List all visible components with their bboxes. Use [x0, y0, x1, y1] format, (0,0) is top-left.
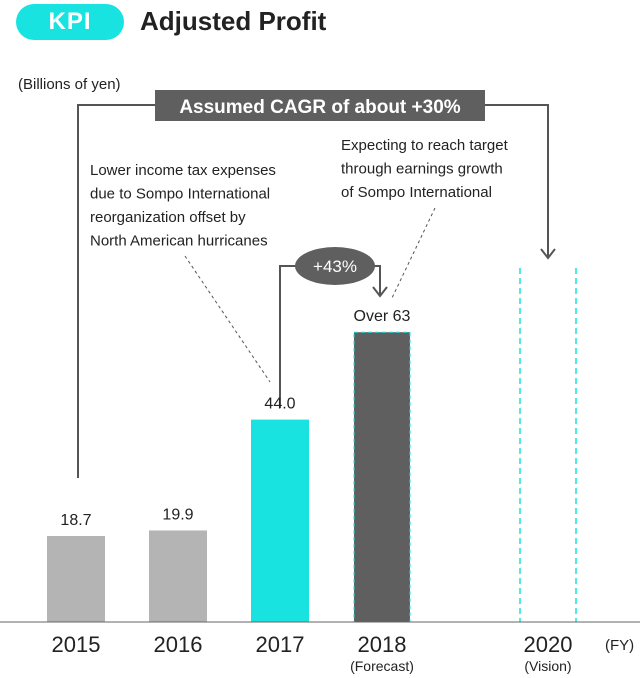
note-2018-leader	[391, 207, 436, 299]
note-2017-leader	[184, 255, 271, 383]
note-2017-line-1: Lower income tax expenses	[90, 162, 276, 179]
x-axis-unit: (FY)	[605, 637, 634, 654]
note-2018-line-1: Expecting to reach target	[341, 137, 509, 154]
value-label-2017: 44.0	[264, 396, 295, 413]
x-tick-2015: 2015	[52, 632, 101, 657]
bar-2018	[353, 331, 411, 623]
bar-2017	[251, 419, 309, 622]
bar-2016	[149, 530, 207, 622]
x-tick-2017: 2017	[256, 632, 305, 657]
value-label-2018: Over 63	[354, 308, 411, 325]
x-tick-2016: 2016	[154, 632, 203, 657]
note-2017-line-4: North American hurricanes	[90, 233, 268, 250]
chart-title: Adjusted Profit	[140, 6, 327, 36]
cagr-callout-text: Assumed CAGR of about +30%	[179, 97, 460, 118]
note-2018-line-2: through earnings growth	[341, 161, 503, 178]
note-2017: Lower income tax expenses due to Sompo In…	[90, 162, 276, 250]
note-2017-line-2: due to Sompo International	[90, 186, 270, 203]
cagr-callout-box	[155, 90, 485, 121]
x-sublabel-2020: (Vision)	[524, 658, 571, 674]
note-2018-line-3: of Sompo International	[341, 184, 492, 201]
x-sublabel-2018: (Forecast)	[350, 658, 414, 674]
growth-badge-text: +43%	[313, 257, 357, 276]
unit-label: (Billions of yen)	[18, 76, 121, 93]
value-label-2016: 19.9	[162, 506, 193, 523]
cagr-arrowhead	[540, 248, 556, 260]
growth-arrowhead	[372, 286, 388, 298]
x-tick-2018: 2018	[358, 632, 407, 657]
note-2017-line-3: reorganization offset by	[90, 209, 246, 226]
note-2018: Expecting to reach target through earning…	[341, 137, 509, 201]
kpi-badge: KPI	[16, 4, 124, 40]
x-tick-2020: 2020	[524, 632, 573, 657]
value-label-2015: 18.7	[60, 512, 91, 529]
bar-2015	[47, 535, 105, 622]
growth-badge	[295, 247, 375, 285]
